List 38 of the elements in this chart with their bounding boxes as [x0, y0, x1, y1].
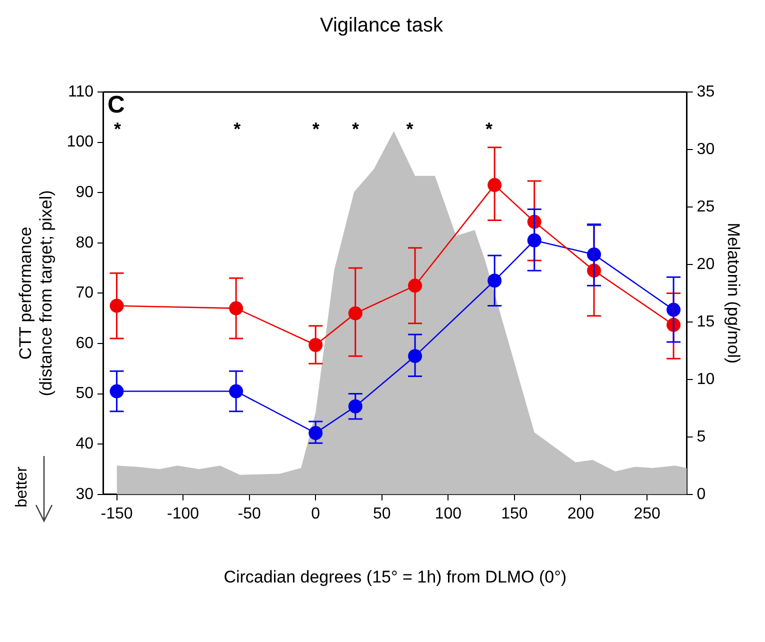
y2-tick-label: 25	[696, 198, 715, 216]
y-tick-label: 80	[76, 234, 94, 252]
y-axis-title: CTT performance (distance from target; pixel)	[16, 190, 56, 396]
y-tick-label: 60	[76, 334, 94, 352]
x-tick-label: 200	[567, 505, 594, 522]
y2-tick-label: 35	[696, 83, 715, 100]
annotation: *	[114, 118, 122, 139]
y2-tick-label: 20	[696, 256, 715, 273]
y-tick-label: 90	[76, 184, 94, 202]
y-tick-label: 100	[66, 134, 94, 151]
annotation: C	[107, 92, 125, 119]
y-tick-label: 70	[76, 284, 94, 302]
x-tick-label: 100	[434, 505, 462, 522]
x-tick-label: 150	[501, 505, 528, 522]
x-tick-label: 0	[311, 505, 320, 522]
y2-tick-label: 15	[696, 313, 715, 330]
y2-tick-label: 30	[696, 140, 715, 158]
annotation: *	[234, 118, 241, 139]
y-tick-label: 50	[76, 385, 94, 402]
y-tick-label: 30	[76, 486, 94, 503]
annotation: *	[312, 118, 320, 139]
y-tick-label: 40	[76, 436, 94, 453]
x-tick-label: -50	[238, 505, 261, 522]
x-tick-label: 250	[634, 505, 660, 522]
x-tick-label: -150	[100, 505, 133, 522]
x-axis-title: Circadian degrees (15° = 1h) from DLMO (0°)	[224, 567, 567, 586]
x-tick-label: 50	[372, 505, 391, 522]
chart-title: Vigilance task	[320, 14, 444, 37]
y-tick-label: 110	[68, 83, 94, 100]
text: better	[13, 466, 32, 508]
y2-tick-label: 0	[696, 486, 706, 503]
x-tick-label: -100	[167, 505, 200, 522]
y2-tick-label: 5	[696, 428, 706, 446]
annotation: *	[352, 118, 359, 139]
y2-axis-title: Melatonin (pg/mol)	[724, 222, 744, 364]
annotation: *	[486, 118, 493, 139]
y2-tick-label: 10	[696, 370, 715, 388]
annotation: *	[406, 118, 414, 139]
